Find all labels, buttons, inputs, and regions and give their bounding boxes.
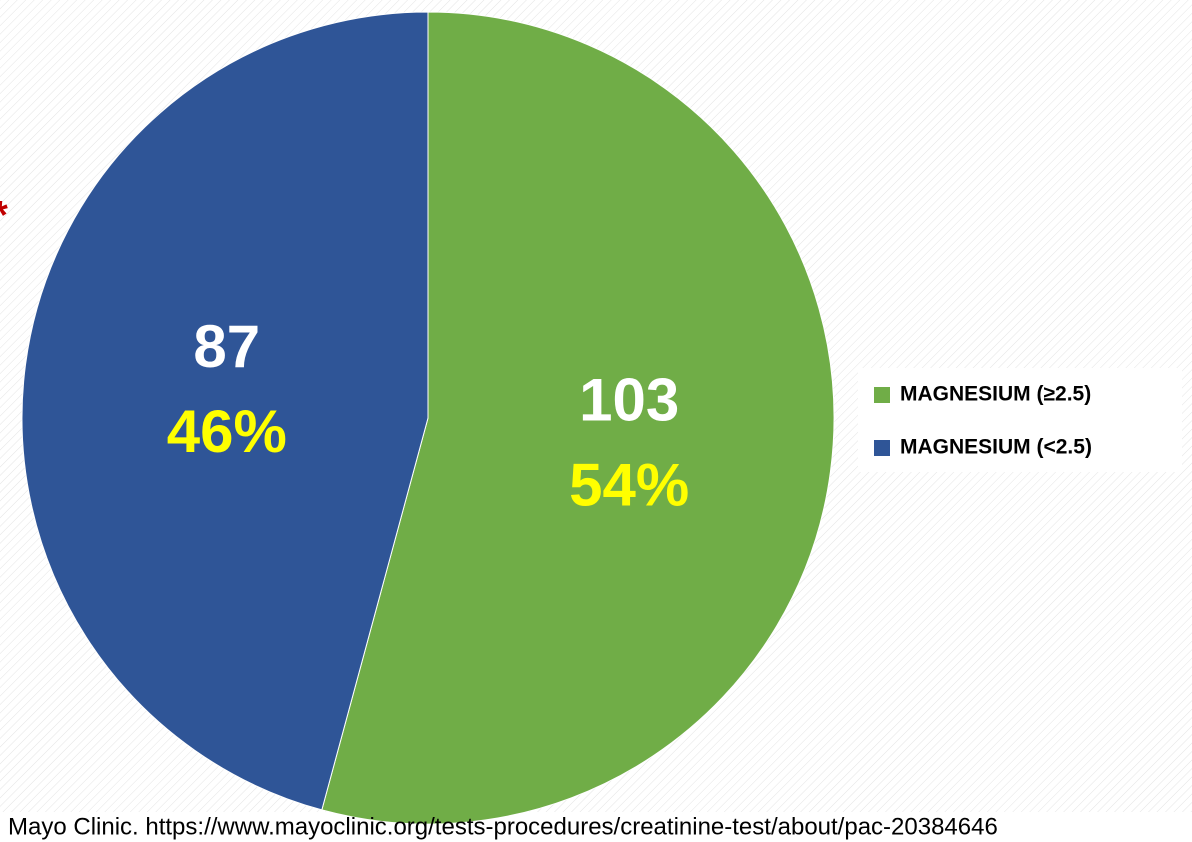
footer-background xyxy=(0,812,1192,842)
pie-slice xyxy=(21,11,429,811)
legend-swatch xyxy=(874,440,890,456)
annotation: * xyxy=(0,194,8,238)
pie-slice xyxy=(321,11,835,825)
legend-box xyxy=(858,368,1182,472)
source: Mayo Clinic. https://www.mayoclinic.org/… xyxy=(8,813,998,840)
legend-label: MAGNESIUM (≥2.5) xyxy=(900,383,1091,406)
value-label: 103 xyxy=(579,367,679,434)
value-label: 87 xyxy=(193,313,260,380)
percent-label: 54% xyxy=(569,452,689,519)
pie xyxy=(21,11,835,825)
percent-label: 46% xyxy=(167,398,287,465)
legend: MAGNESIUM (≥2.5) MAGNESIUM (<2.5) xyxy=(874,383,1092,459)
legend-swatch xyxy=(874,387,890,403)
legend-label: MAGNESIUM (<2.5) xyxy=(900,436,1092,459)
